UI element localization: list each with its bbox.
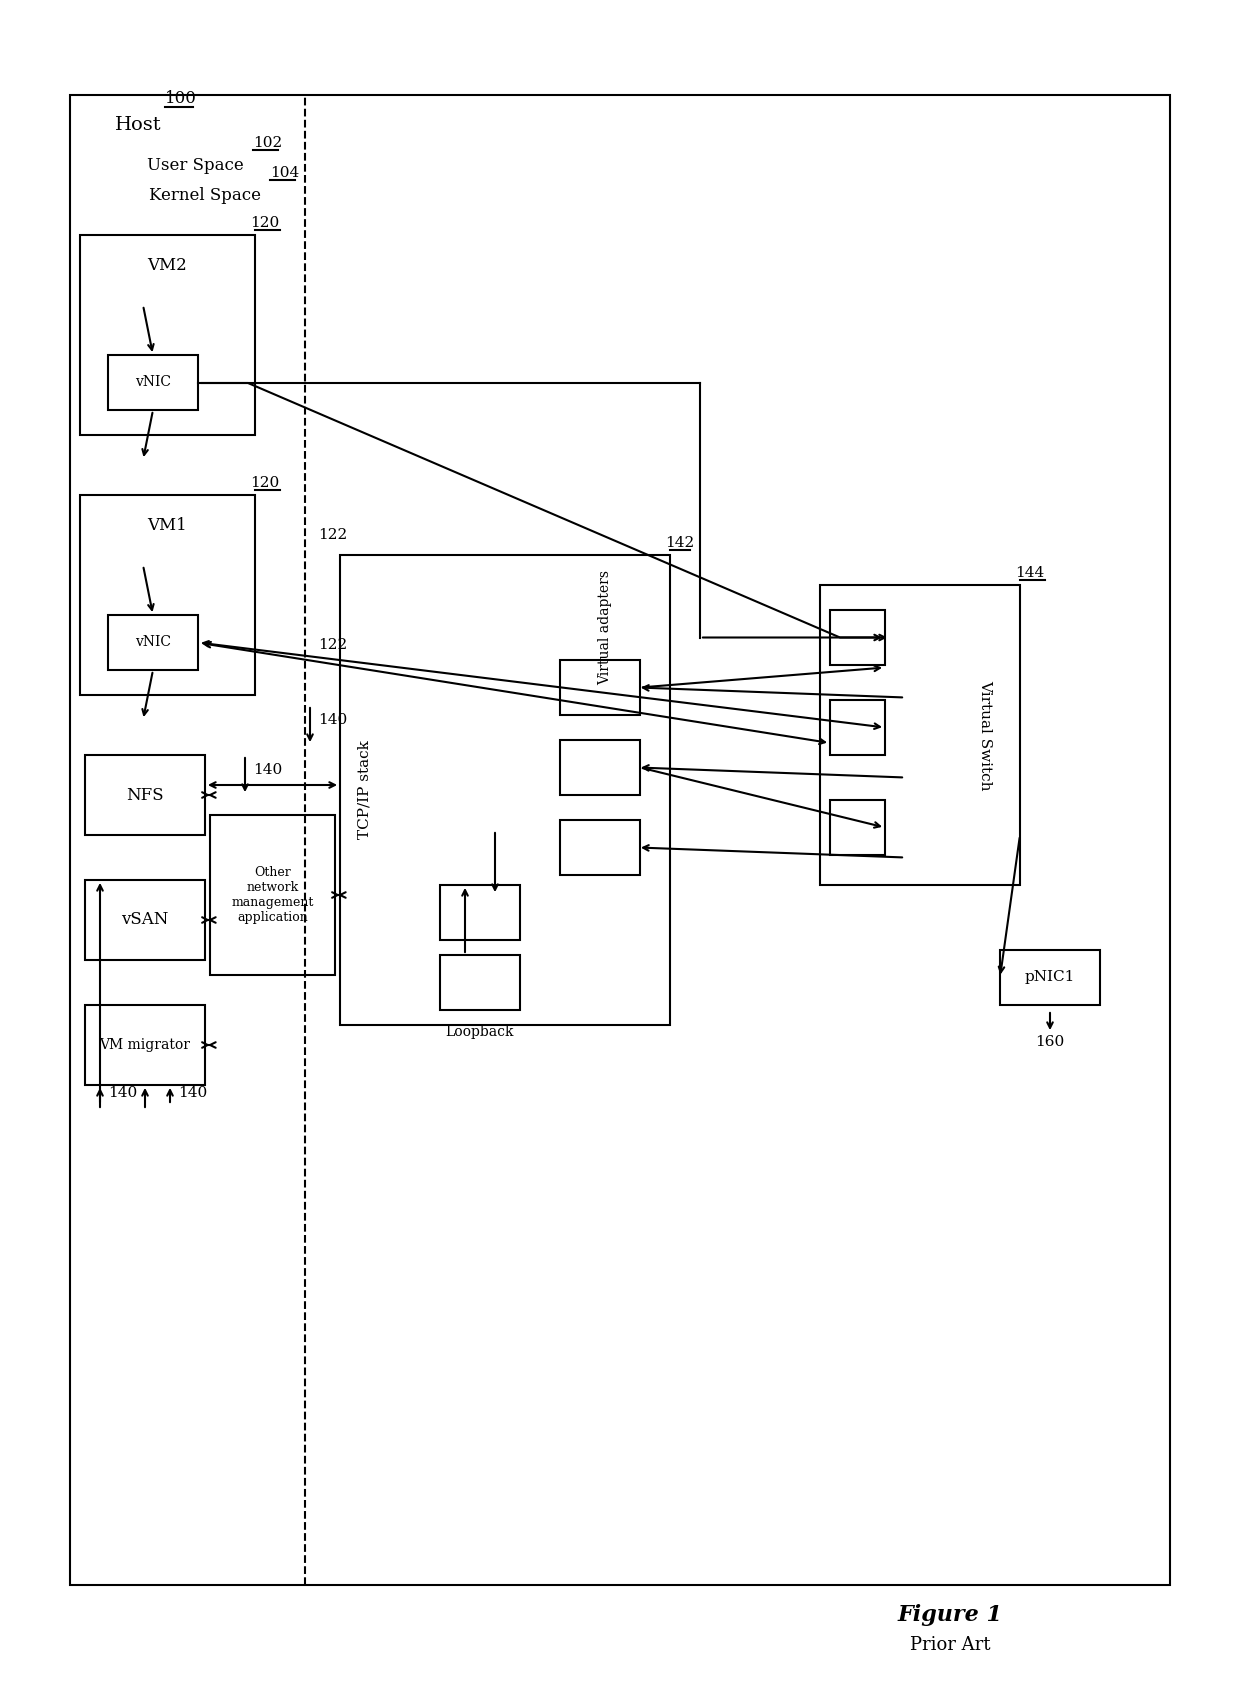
FancyBboxPatch shape <box>560 740 640 795</box>
Text: NFS: NFS <box>126 786 164 803</box>
Text: 140: 140 <box>253 764 283 777</box>
Text: 142: 142 <box>665 535 694 551</box>
FancyBboxPatch shape <box>440 955 520 1009</box>
Text: 122: 122 <box>317 529 347 542</box>
Text: Virtual Switch: Virtual Switch <box>978 680 992 789</box>
FancyBboxPatch shape <box>820 585 1021 885</box>
Text: VM migrator: VM migrator <box>99 1038 191 1052</box>
Text: 160: 160 <box>1035 1035 1065 1049</box>
FancyBboxPatch shape <box>86 880 205 960</box>
Text: Kernel Space: Kernel Space <box>149 186 260 203</box>
Text: Virtual adapters: Virtual adapters <box>598 569 613 685</box>
Text: 122: 122 <box>317 638 347 651</box>
Text: Figure 1: Figure 1 <box>898 1604 1002 1627</box>
FancyBboxPatch shape <box>108 616 198 670</box>
Text: Other
network
management
application: Other network management application <box>232 866 314 924</box>
Text: 120: 120 <box>250 217 279 230</box>
Text: VM1: VM1 <box>148 517 187 534</box>
Text: 140: 140 <box>108 1086 138 1100</box>
Text: VM2: VM2 <box>148 256 187 273</box>
Text: 144: 144 <box>1016 566 1044 580</box>
Text: pNIC1: pNIC1 <box>1024 970 1075 984</box>
Text: 100: 100 <box>165 90 197 107</box>
FancyBboxPatch shape <box>210 815 335 975</box>
Text: 104: 104 <box>270 165 299 181</box>
FancyBboxPatch shape <box>340 556 670 1025</box>
FancyBboxPatch shape <box>999 950 1100 1004</box>
Text: Prior Art: Prior Art <box>910 1637 991 1654</box>
Text: 102: 102 <box>253 136 283 150</box>
FancyBboxPatch shape <box>81 235 255 435</box>
FancyBboxPatch shape <box>830 800 885 854</box>
Text: vSAN: vSAN <box>122 912 169 929</box>
FancyBboxPatch shape <box>69 95 1171 1586</box>
FancyBboxPatch shape <box>81 494 255 696</box>
Text: Host: Host <box>115 116 161 135</box>
Text: TCP/IP stack: TCP/IP stack <box>358 740 372 839</box>
Text: 140: 140 <box>317 713 347 726</box>
FancyBboxPatch shape <box>830 701 885 755</box>
FancyBboxPatch shape <box>560 820 640 875</box>
FancyBboxPatch shape <box>86 1004 205 1084</box>
FancyBboxPatch shape <box>560 660 640 714</box>
FancyBboxPatch shape <box>108 355 198 409</box>
Text: 140: 140 <box>179 1086 207 1100</box>
Text: Loopback: Loopback <box>445 1025 515 1038</box>
FancyBboxPatch shape <box>440 885 520 939</box>
FancyBboxPatch shape <box>86 755 205 835</box>
Text: 120: 120 <box>250 476 279 489</box>
Text: vNIC: vNIC <box>135 636 171 650</box>
FancyBboxPatch shape <box>830 610 885 665</box>
Text: vNIC: vNIC <box>135 375 171 389</box>
Text: User Space: User Space <box>146 157 243 174</box>
